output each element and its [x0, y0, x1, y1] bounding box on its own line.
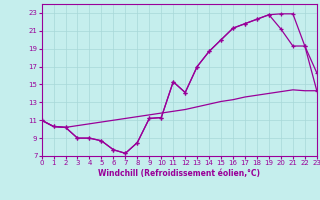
X-axis label: Windchill (Refroidissement éolien,°C): Windchill (Refroidissement éolien,°C) [98, 169, 260, 178]
